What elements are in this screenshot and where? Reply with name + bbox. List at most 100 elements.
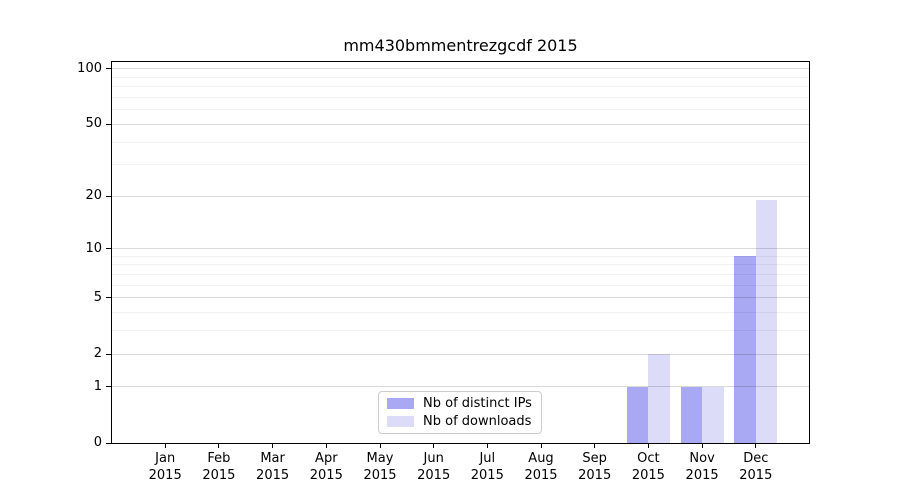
x-tick-label-line: Nov [689, 451, 715, 466]
gridline-major-20 [112, 195, 809, 197]
x-tick-label-line: 2015 [148, 468, 182, 483]
x-tick-label-line: 2015 [578, 468, 612, 483]
y-tick-1 [106, 386, 112, 388]
y-tick-label-5: 5 [93, 289, 102, 305]
x-tick-label-line: Apr [315, 451, 338, 466]
bar-nb-of-downloads-nov-2015 [702, 386, 724, 443]
bar-nb-of-downloads-dec-2015 [755, 200, 778, 443]
legend-label-downloads: Nb of downloads [423, 413, 532, 429]
x-tick-label-line: Mar [260, 451, 285, 466]
x-tick-label-line: 2015 [202, 468, 236, 483]
x-tick-jun-2015 [433, 443, 435, 448]
gridline-major-2 [112, 353, 809, 355]
y-tick-label-0: 0 [93, 435, 102, 450]
y-tick-10 [106, 248, 112, 250]
gridline-minor-60 [112, 109, 809, 111]
x-tick-label-line: Oct [637, 451, 660, 466]
legend-label-distinct-ips: Nb of distinct IPs [423, 396, 532, 412]
x-tick-label-line: Jan [155, 451, 176, 466]
gridline-minor-8 [112, 264, 809, 266]
x-tick-apr-2015 [325, 443, 327, 448]
bar-nb-of-distinct-ips-oct-2015 [627, 386, 649, 443]
x-tick-label-line: 2015 [524, 468, 558, 483]
x-tick-label-apr-2015: Apr 2015 [294, 450, 358, 484]
x-tick-label-line: Jun [423, 451, 444, 466]
x-tick-nov-2015 [701, 443, 703, 448]
y-tick-50 [106, 123, 112, 125]
legend-item-downloads: Nb of downloads [387, 413, 533, 431]
y-tick-label-100: 100 [77, 60, 102, 76]
y-tick-label-50: 50 [85, 116, 102, 132]
gridline-minor-70 [112, 97, 809, 98]
y-tick-label-2: 2 [93, 346, 102, 361]
x-tick-label-dec-2015: Dec 2015 [724, 450, 788, 484]
x-tick-label-line: May [366, 451, 394, 466]
y-tick-5 [106, 297, 112, 299]
y-tick-100 [106, 68, 112, 70]
gridline-minor-30 [112, 164, 809, 166]
gridline-minor-80 [112, 86, 809, 88]
x-tick-label-may-2015: May 2015 [348, 450, 412, 484]
y-tick-label-20: 20 [85, 188, 102, 204]
x-tick-label-line: 2015 [739, 468, 773, 483]
x-tick-label-line: Sep [582, 451, 607, 466]
legend-swatch-distinct-ips [387, 398, 414, 410]
x-tick-jan-2015 [164, 443, 166, 448]
x-tick-feb-2015 [218, 443, 220, 448]
bars-layer [112, 62, 809, 443]
legend-swatch-downloads [387, 415, 414, 427]
plot-area: Nb of distinct IPs Nb of downloads 0 1 2 5 1… [77, 61, 810, 483]
y-tick-2 [106, 353, 112, 355]
x-tick-label-mar-2015: Mar 2015 [241, 450, 305, 484]
gridline-minor-40 [112, 141, 809, 143]
gridline-minor-7 [112, 273, 809, 275]
bar-nb-of-downloads-oct-2015 [648, 354, 670, 443]
x-tick-label-line: 2015 [685, 468, 719, 483]
x-tick-jul-2015 [486, 443, 488, 448]
gridline-major-1 [112, 386, 809, 388]
x-tick-label-line: Jul [479, 451, 496, 466]
x-tick-label-line: Aug [528, 451, 554, 466]
x-tick-label-jul-2015: Jul 2015 [455, 450, 519, 484]
x-tick-oct-2015 [647, 443, 649, 448]
x-tick-dec-2015 [755, 443, 757, 448]
x-tick-may-2015 [379, 443, 381, 448]
gridline-major-50 [112, 123, 809, 125]
x-tick-label-aug-2015: Aug 2015 [509, 450, 573, 484]
gridline-minor-90 [112, 76, 809, 78]
x-tick-label-line: 2015 [363, 468, 397, 483]
x-tick-label-line: 2015 [631, 468, 665, 483]
y-tick-label-10: 10 [85, 240, 102, 256]
x-tick-aug-2015 [540, 443, 542, 448]
x-tick-label-jun-2015: Jun 2015 [402, 450, 466, 484]
chart-title: mm430bmmentrezgcdf 2015 [343, 36, 578, 55]
gridline-minor-6 [112, 284, 809, 286]
gridline-major-5 [112, 297, 809, 299]
gridline-major-10 [112, 248, 809, 250]
x-tick-label-jan-2015: Jan 2015 [133, 450, 197, 484]
grid-layer [112, 62, 809, 443]
gridline-minor-9 [112, 255, 809, 257]
x-tick-sep-2015 [594, 443, 596, 448]
gridline-minor-4 [112, 312, 809, 313]
gridline-major-100 [112, 68, 809, 70]
legend-item-distinct-ips: Nb of distinct IPs [387, 395, 533, 413]
x-tick-label-oct-2015: Oct 2015 [616, 450, 680, 484]
x-tick-label-nov-2015: Nov 2015 [670, 450, 734, 484]
y-tick-0 [106, 442, 112, 444]
gridline-minor-3 [112, 330, 809, 332]
y-tick-label-1: 1 [93, 378, 102, 394]
x-tick-label-sep-2015: Sep 2015 [563, 450, 627, 484]
x-tick-mar-2015 [272, 443, 274, 448]
x-tick-label-line: Feb [207, 451, 231, 466]
x-tick-label-line: Dec [743, 451, 769, 466]
y-tick-20 [106, 195, 112, 197]
bar-nb-of-distinct-ips-dec-2015 [734, 256, 756, 443]
x-tick-label-line: 2015 [417, 468, 451, 483]
legend: Nb of distinct IPs Nb of downloads [378, 391, 542, 434]
x-tick-label-feb-2015: Feb 2015 [187, 450, 251, 484]
x-tick-label-line: 2015 [309, 468, 343, 483]
bar-nb-of-distinct-ips-nov-2015 [680, 386, 703, 443]
x-tick-label-line: 2015 [470, 468, 504, 483]
